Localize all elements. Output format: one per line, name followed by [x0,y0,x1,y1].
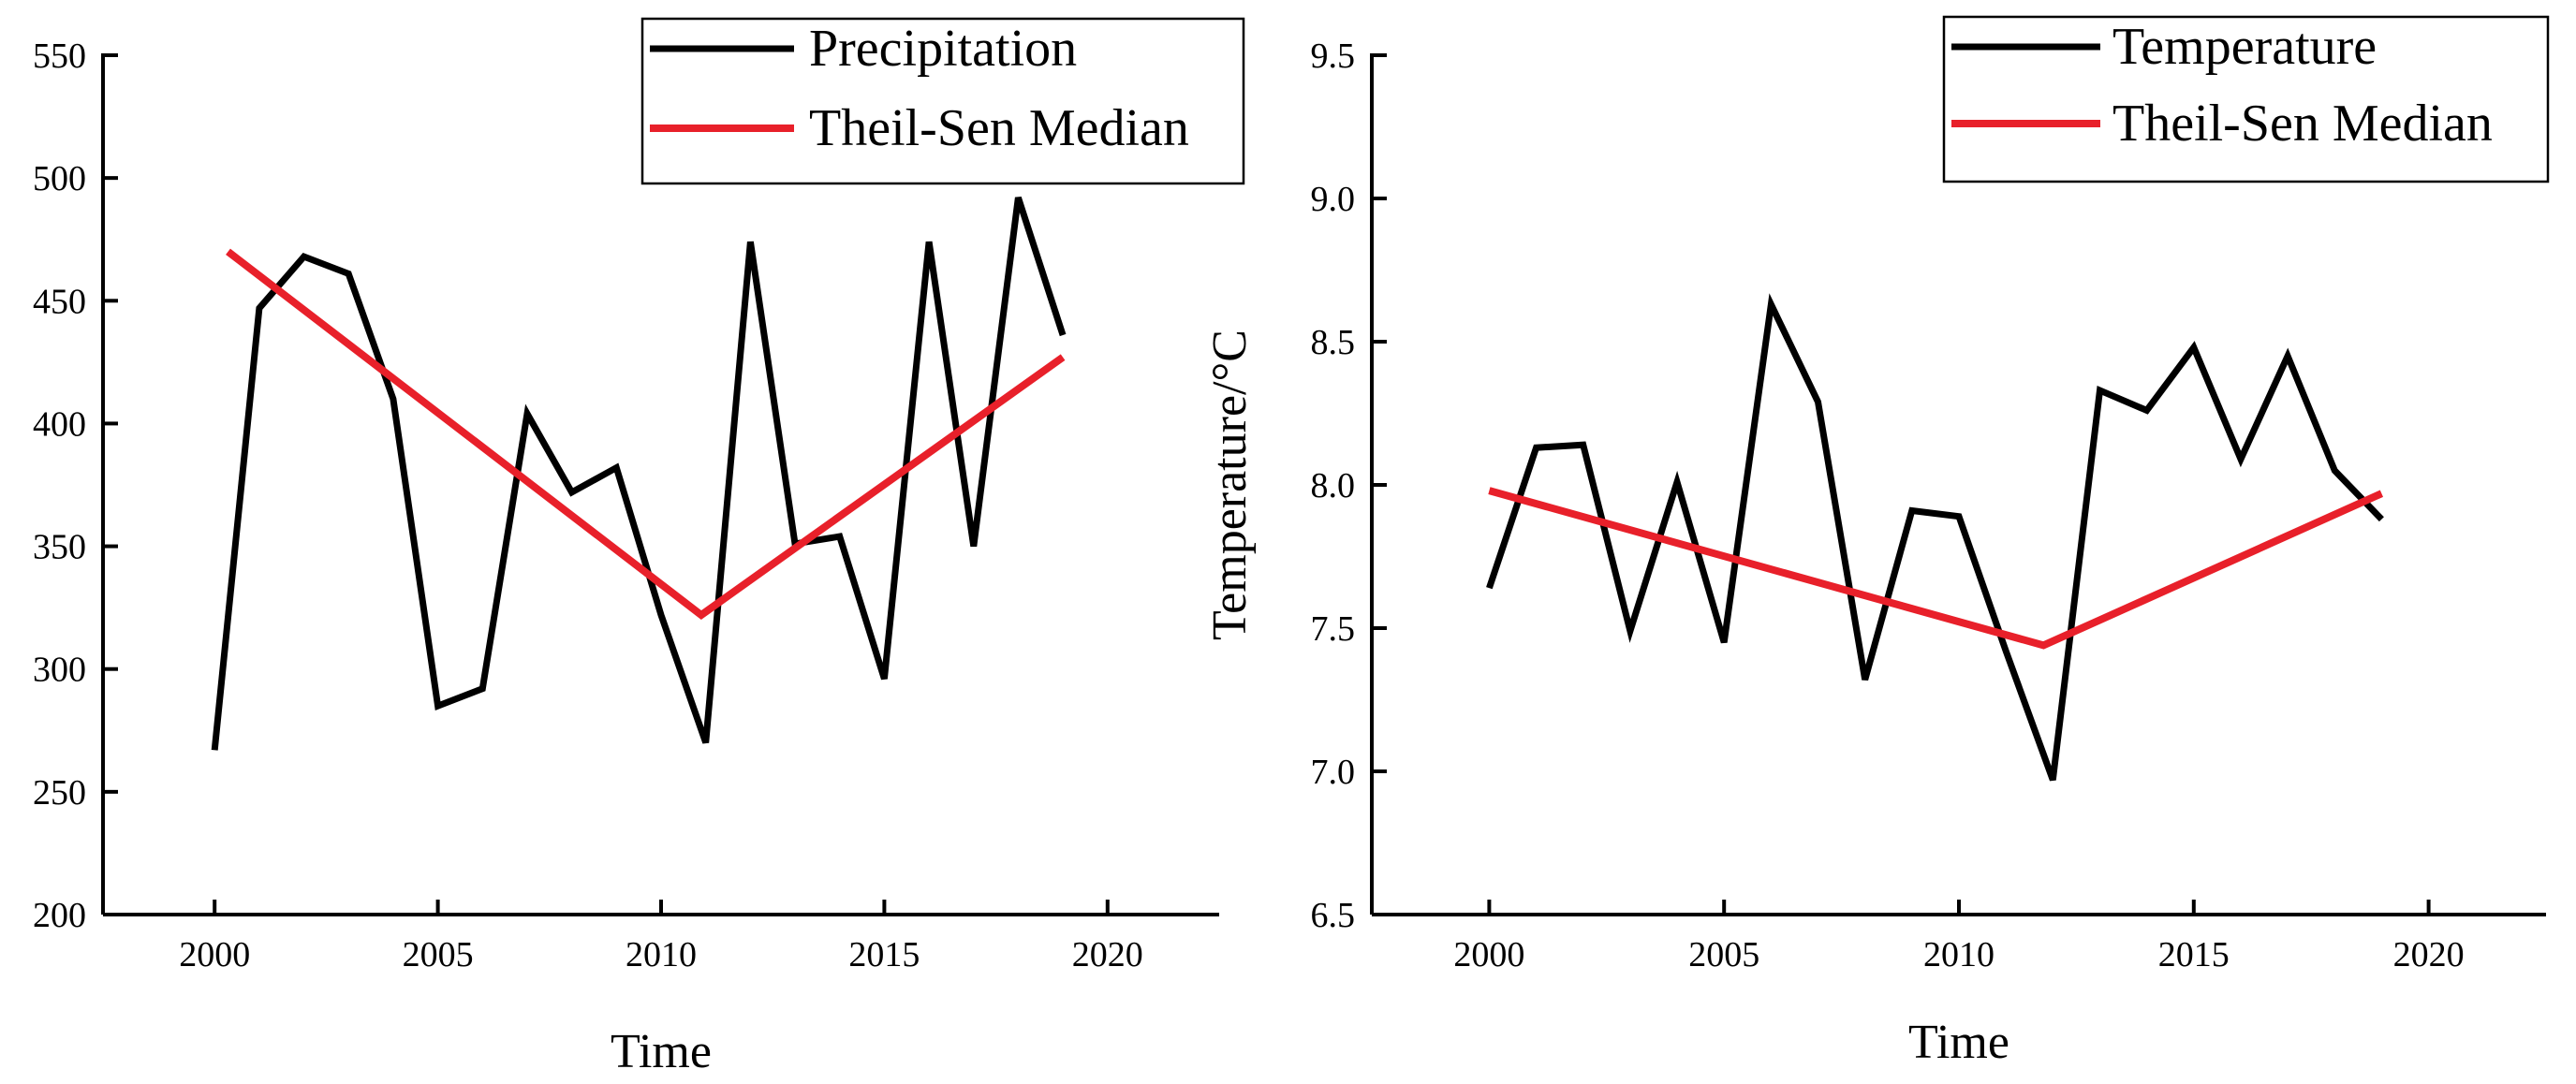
precip-y-tick-label: 550 [33,37,86,76]
temp-x-tick-label: 2020 [2393,935,2465,974]
precip-y-tick-label: 500 [33,159,86,198]
temp-legend-label: Theil-Sen Median [2112,95,2493,153]
temp-y-tick-label: 9.5 [1311,37,1356,76]
temp-y-axis-title: Temperature/°C [1203,330,1257,640]
temp-series-temperature-line [1486,293,2384,782]
precip-series-theil-sen-median-line [226,248,1066,620]
temp-y-tick-label: 9.0 [1311,180,1356,219]
temp-y-tick-label: 8.5 [1311,323,1356,362]
precip-x-tick-label: 2010 [626,935,697,974]
precip-legend-label: Precipitation [809,20,1077,78]
precip-y-tick-label: 450 [33,282,86,321]
precip-y-tick-label: 250 [33,773,86,813]
temp-y-tick-label: 7.0 [1311,753,1356,792]
temp-x-tick-label: 2015 [2158,935,2230,974]
precip-legend-label: Theil-Sen Median [809,99,1189,157]
temp-x-tick-label: 2005 [1688,935,1759,974]
temp-y-tick-label: 7.5 [1311,609,1356,649]
precip-x-tick-label: 2000 [179,935,250,974]
precip-y-tick-label: 300 [33,651,86,690]
temperature-chart: 6.5 7.0 7.5 8.0 8.5 9.0 9.5 2000 2005 2010 2015 202… [1203,15,2550,1069]
precip-y-tick-label: 200 [33,896,86,935]
temp-legend-label: Temperature [2112,18,2377,76]
precipitation-chart: 200 250 300 350 400 450 500 550 2000 2005 2010 2015… [33,17,1245,1078]
temp-x-tick-label: 2010 [1923,935,1995,974]
temp-series-theil-sen-median-line [1488,487,2384,650]
precip-x-tick-label: 2015 [848,935,920,974]
temp-y-tick-label: 6.5 [1311,896,1356,935]
temp-x-tick-label: 2000 [1453,935,1524,974]
precip-x-tick-label: 2005 [403,935,474,974]
precip-series-precipitation-line [211,197,1067,751]
temp-y-tick-label: 8.0 [1311,466,1356,505]
precip-x-axis-title: Time [611,1025,712,1078]
precip-y-tick-label: 350 [33,528,86,567]
temp-x-axis-title: Time [1908,1016,2009,1069]
precip-y-tick-label: 400 [33,404,86,444]
precip-x-tick-label: 2020 [1072,935,1143,974]
